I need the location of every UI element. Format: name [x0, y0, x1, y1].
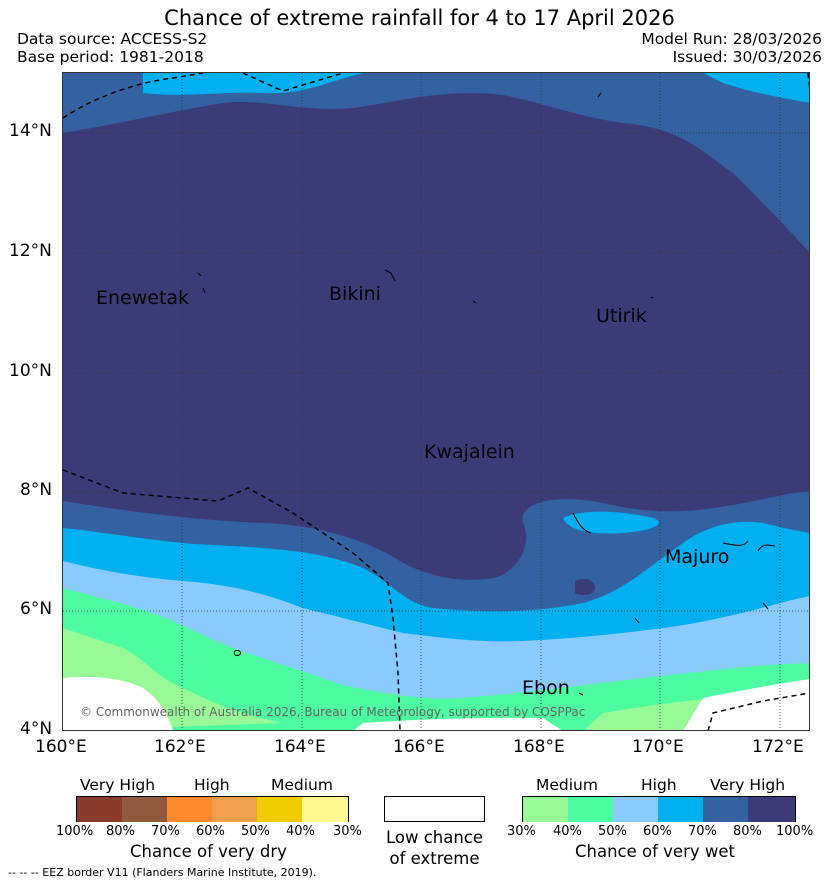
place-label-kwajalein: Kwajalein — [424, 441, 515, 463]
majuro-wet-patch — [563, 511, 659, 534]
wet-tick-50: 50% — [598, 824, 627, 839]
copyright-notice: © Commonwealth of Australia 2026, Bureau… — [80, 705, 586, 719]
wet-tick-30: 30% — [507, 824, 536, 839]
lat-label-10n: 10°N — [9, 361, 52, 381]
map-canvas — [63, 73, 810, 731]
dry-swatch-1 — [77, 797, 123, 822]
majuro-dark-spot — [575, 579, 595, 596]
lon-label-160e: 160°E — [35, 737, 87, 757]
data-source: Data source: ACCESS-S2 — [17, 30, 208, 48]
rainfall-map: Enewetak Bikini Utirik Kwajalein Majuro … — [63, 73, 810, 731]
lon-label-162e: 162°E — [154, 737, 206, 757]
wet-tick-40: 40% — [553, 824, 582, 839]
dry-tick-70: 70% — [151, 824, 180, 839]
lon-label-170e: 170°E — [632, 737, 684, 757]
wet-tick-80: 80% — [733, 824, 762, 839]
dry-header-very-high: Very High — [80, 776, 156, 794]
lon-label-166e: 166°E — [393, 737, 445, 757]
dry-swatch-4 — [212, 797, 258, 822]
southwest-low-chance — [63, 676, 173, 731]
place-label-bikini: Bikini — [329, 283, 381, 305]
lat-label-12n: 12°N — [9, 241, 52, 261]
wet-legend-title: Chance of very wet — [575, 842, 735, 861]
lon-label-168e: 168°E — [513, 737, 565, 757]
base-period: Base period: 1981-2018 — [17, 48, 204, 66]
issued-date: Issued: 30/03/2026 — [672, 48, 822, 66]
south-medium-band — [63, 588, 810, 731]
lon-label-164e: 164°E — [274, 737, 326, 757]
lat-label-8n: 8°N — [20, 480, 53, 500]
north-high-band — [63, 73, 810, 253]
model-run: Model Run: 28/03/2026 — [641, 30, 822, 48]
dry-tick-50: 50% — [241, 824, 270, 839]
wet-header-very-high: Very High — [710, 776, 786, 794]
place-label-majuro: Majuro — [665, 546, 730, 568]
dry-header-medium: Medium — [271, 776, 333, 794]
dry-swatch-2 — [122, 797, 168, 822]
south-low-chance-strip — [353, 717, 563, 731]
lon-label-172e: 172°E — [752, 737, 804, 757]
lat-label-4n: 4°N — [20, 719, 53, 739]
wet-swatch-4 — [658, 797, 704, 822]
wet-swatch-3 — [613, 797, 659, 822]
dry-legend-title: Chance of very dry — [130, 842, 287, 861]
southeast-low-chance — [683, 679, 810, 731]
dry-colorbar — [76, 796, 349, 822]
wet-tick-100: 100% — [776, 824, 814, 839]
place-label-enewetak: Enewetak — [96, 287, 190, 309]
dry-tick-80: 80% — [106, 824, 135, 839]
north-east-wet-band — [703, 73, 810, 103]
low-chance-swatch — [384, 796, 485, 822]
dry-swatch-5 — [257, 797, 303, 822]
eez-border-note: -- -- -- EEZ border V11 (Flanders Marine… — [8, 866, 317, 879]
map-title: Chance of extreme rainfall for 4 to 17 A… — [164, 6, 675, 30]
dry-swatch-3 — [167, 797, 213, 822]
lat-label-6n: 6°N — [20, 599, 53, 619]
wet-swatch-5 — [703, 797, 749, 822]
wet-tick-60: 60% — [643, 824, 672, 839]
wet-swatch-1 — [523, 797, 569, 822]
wet-swatch-2 — [568, 797, 614, 822]
wet-tick-70: 70% — [688, 824, 717, 839]
place-label-ebon: Ebon — [522, 677, 570, 699]
dry-swatch-6 — [302, 797, 348, 822]
wet-swatch-6 — [748, 797, 795, 822]
dry-tick-30: 30% — [333, 824, 362, 839]
north-wet-band — [143, 73, 363, 95]
wet-colorbar — [522, 796, 796, 822]
island-outlines — [197, 92, 776, 696]
dry-tick-40: 40% — [286, 824, 315, 839]
lat-label-14n: 14°N — [9, 121, 52, 141]
dry-header-high: High — [194, 776, 230, 794]
low-chance-title-line2: of extreme — [389, 849, 480, 868]
low-chance-title-line1: Low chance — [385, 828, 484, 847]
wet-header-medium: Medium — [536, 776, 598, 794]
place-label-utirik: Utirik — [596, 305, 647, 327]
dry-tick-60: 60% — [196, 824, 225, 839]
dry-tick-100: 100% — [56, 824, 94, 839]
wet-header-high: High — [641, 776, 677, 794]
